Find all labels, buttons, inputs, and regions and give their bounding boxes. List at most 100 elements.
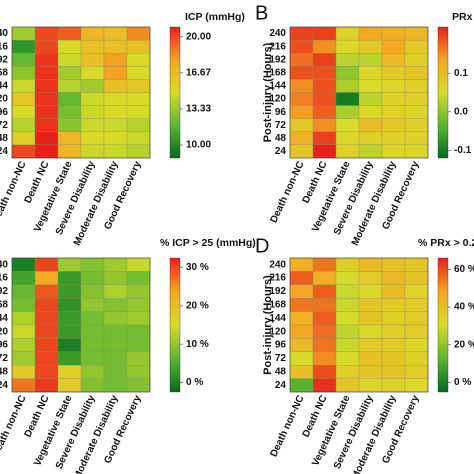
heat-cell [103, 79, 128, 93]
x-tick-label: Death non-NC [268, 394, 306, 459]
heat-cell [358, 144, 383, 159]
heat-cell [57, 79, 82, 93]
heat-cell [358, 257, 383, 272]
y-tick-label: 192 [269, 286, 286, 297]
heat-cell [289, 351, 314, 366]
heat-cell [126, 53, 151, 67]
heat-cell [34, 311, 59, 326]
heat-cell [103, 351, 128, 366]
heat-cell [80, 66, 105, 80]
heat-cell [103, 92, 128, 106]
heat-cell [57, 324, 82, 339]
heat-cell [312, 53, 337, 67]
heat-cell [126, 257, 151, 272]
heat-cell [381, 271, 406, 285]
heat-cell [80, 378, 105, 393]
heat-cell [34, 66, 59, 80]
heat-cell [358, 338, 383, 352]
colorbar-tick-label: 20.00 [186, 31, 211, 42]
heat-cell [34, 26, 59, 41]
heat-cell [11, 118, 36, 132]
y-tick-label: 144 [269, 313, 286, 324]
heat-cell [126, 338, 151, 352]
heat-cell [312, 26, 337, 41]
colorbar-tick-label: 0 % [186, 377, 203, 388]
heat-cell [103, 39, 128, 54]
heat-cell [57, 257, 82, 272]
y-tick-label: 24 [0, 146, 8, 157]
heat-cell [381, 324, 406, 339]
heat-cell [57, 311, 82, 326]
y-tick-label: 168 [0, 300, 8, 311]
heat-cell [404, 79, 429, 93]
heat-cell [358, 378, 383, 393]
heat-cell [103, 53, 128, 67]
heat-cell [381, 53, 406, 67]
y-tick-label: 216 [269, 41, 286, 52]
heat-cell [289, 271, 314, 285]
colorbar-title: ICP (mmHg) [185, 11, 245, 23]
y-tick-label: 48 [275, 367, 287, 378]
heat-cell [358, 79, 383, 93]
y-tick-label: 120 [269, 94, 286, 105]
heat-cell [404, 351, 429, 366]
y-tick-label: 144 [0, 81, 8, 92]
heat-cell [404, 39, 429, 54]
heat-cell [289, 144, 314, 159]
y-tick-label: 168 [269, 300, 286, 311]
heat-cell [404, 378, 429, 393]
y-tick-label: 240 [269, 28, 286, 39]
colorbar-tick-label: 20 % [454, 339, 474, 350]
y-axis-title: Post-injury (Hours) [262, 275, 274, 375]
heat-cell [312, 284, 337, 299]
heat-cell [34, 144, 59, 159]
heat-cell [80, 105, 105, 119]
y-axis-title: Post-injury (Hours) [262, 42, 274, 142]
heat-cell [404, 271, 429, 285]
colorbar-tick-label: 10.00 [186, 140, 211, 151]
heat-cell [80, 365, 105, 379]
heat-cell [80, 131, 105, 146]
heat-cell [126, 298, 151, 312]
heat-cell [404, 118, 429, 132]
heat-cell [80, 271, 105, 285]
heat-cell [335, 271, 360, 285]
x-tick-label: Death non-NC [0, 394, 29, 459]
heat-cell [103, 311, 128, 326]
y-tick-label: 96 [0, 340, 8, 351]
heat-cell [34, 92, 59, 106]
heat-cell [57, 66, 82, 80]
heat-cell [289, 324, 314, 339]
heat-cell [358, 311, 383, 326]
heat-cell [312, 39, 337, 54]
heat-cell [358, 105, 383, 119]
heat-cell [381, 257, 406, 272]
heat-cell [57, 378, 82, 393]
heat-cell [57, 118, 82, 132]
heat-cell [381, 284, 406, 299]
y-tick-label: 48 [275, 133, 287, 144]
heat-cell [289, 53, 314, 67]
y-tick-label: 144 [0, 313, 8, 324]
heat-cell [358, 298, 383, 312]
heat-cell [381, 79, 406, 93]
heat-cell [404, 324, 429, 339]
heat-cell [404, 53, 429, 67]
colorbar [437, 26, 449, 159]
y-tick-label: 168 [0, 67, 8, 78]
heat-cell [103, 271, 128, 285]
heat-cell [358, 284, 383, 299]
heat-cell [358, 365, 383, 379]
heat-cell [381, 66, 406, 80]
y-tick-label: 48 [0, 367, 8, 378]
heat-cell [103, 66, 128, 80]
heat-cell [335, 144, 360, 159]
heat-cell [11, 105, 36, 119]
heat-cell [11, 351, 36, 366]
heat-cell [126, 118, 151, 132]
y-tick-label: 216 [0, 273, 8, 284]
heat-cell [381, 365, 406, 379]
heat-cell [34, 53, 59, 67]
heat-cell [57, 39, 82, 54]
